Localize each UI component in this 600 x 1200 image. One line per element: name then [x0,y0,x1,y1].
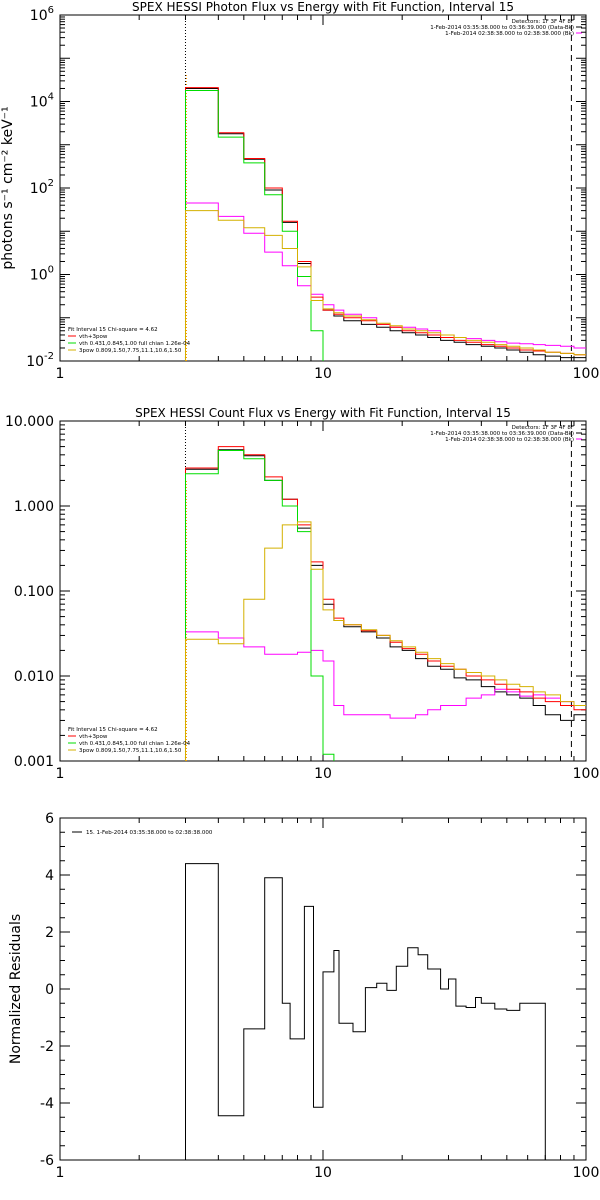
x-tick-label: 100 [573,766,600,782]
legend-bottom-line: Fit Interval 15 Chi-square = 4.62 [68,327,158,333]
y-tick-label: 10-2 [26,351,54,370]
series-1-line [185,202,586,361]
y-tick-label: 6 [45,811,54,827]
y-tick-base: 10 [26,354,44,370]
y-tick-base: 10 [30,8,48,24]
y-tick-label: 0.001 [14,754,54,770]
y-tick-label: 0.010 [14,669,54,685]
x-tick-label: 1 [56,366,65,382]
series-1-line [185,631,586,761]
legend-top-line: 1-Feb-2014 03:35:38.000 to 03:36:39.000 … [430,431,574,437]
chart-title: SPEX HESSI Photon Flux vs Energy with Fi… [132,0,514,14]
y-axis-label: Normalized Residuals [8,914,24,1064]
chart-photon: SPEX HESSI Photon Flux vs Energy with Fi… [0,0,599,382]
chart-count: SPEX HESSI Count Flux vs Energy with Fit… [5,406,599,782]
series-4-line [185,210,586,361]
legend-line: 15. 1-Feb-2014 03:35:38.000 to 02:38:38.… [86,830,213,836]
y-tick-label: 106 [30,5,54,24]
y-tick-base: 10 [30,268,48,284]
chart-title: SPEX HESSI Count Flux vs Energy with Fit… [135,406,511,420]
x-tick-label: 10 [314,366,332,382]
x-tick-label: 100 [573,366,600,382]
x-tick-label: 1 [56,1165,65,1181]
chart-resid: 1 10 100 -6 -4 -2 0 2 4 6 Normalized Residuals 15. … [8,811,599,1181]
legend-top-line: 1-Feb-2014 02:38:38.000 to 02:38:38.000 … [445,437,574,443]
series-2-line [185,446,586,761]
y-tick-exp: 0 [48,265,54,276]
y-tick-exp: -2 [44,351,54,362]
legend-top-line: 1-Feb-2014 02:38:38.000 to 02:38:38.000 … [445,31,574,37]
y-tick-label: 1.000 [14,499,54,515]
legend-bottom-line: vth+3pow [79,734,108,740]
y-tick-label: 4 [45,868,54,884]
y-tick-base: 10 [30,95,48,111]
y-tick-exp: 4 [48,92,54,103]
y-axis-label: photons s⁻¹ cm⁻² keV⁻¹ [0,106,16,269]
legend-bottom-line: Fit Interval 15 Chi-square = 4.62 [68,727,158,733]
legend-bottom-line: vth+3pow [79,334,108,340]
legend-bottom-line: 3pow 0.809,1.50,7.75,11.1,10.6,1.50 [79,748,182,754]
series-0-line [185,88,586,361]
y-tick-label: 10.000 [5,414,54,430]
y-tick-exp: 6 [48,5,54,16]
y-tick-label: 104 [30,92,54,111]
plot-area [185,863,574,1160]
series-4-line [185,521,586,761]
legend-bottom-line: vth 0.431,0.845,1.00 full chian 1.26e-04 [79,341,191,347]
series-0-line [185,863,574,1160]
plot-area [185,87,586,361]
x-tick-label: 10 [314,766,332,782]
legend-top-line: Detectors: 1F 3F 4F 8F [512,425,574,431]
legend-bottom-line: 3pow 0.809,1.50,7.75,11.1,10.6,1.50 [79,348,182,354]
legend-bottom-line: vth 0.431,0.845,1.00 full chian 1.26e-04 [79,741,191,747]
x-tick-label: 1 [56,766,65,782]
y-tick-label: -6 [40,1153,54,1169]
x-tick-label: 10 [314,1165,332,1181]
y-tick-label: 0.100 [14,584,54,600]
plot-area [185,446,586,761]
legend-top-line: Detectors: 1F 3F 4F 8F [512,19,574,25]
legend-top-line: 1-Feb-2014 03:35:38.000 to 03:36:39.000 … [430,25,574,31]
y-tick-label: -2 [40,1039,54,1055]
y-tick-label: 2 [45,925,54,941]
y-tick-label: -4 [40,1096,54,1112]
y-tick-label: 102 [30,178,54,197]
series-3-line [185,450,335,761]
x-tick-label: 100 [573,1165,600,1181]
series-2-line [185,87,586,361]
series-3-line [185,90,324,361]
y-tick-label: 0 [45,982,54,998]
y-tick-base: 10 [30,181,48,197]
y-tick-label: 100 [30,265,54,284]
y-tick-exp: 2 [48,178,54,189]
